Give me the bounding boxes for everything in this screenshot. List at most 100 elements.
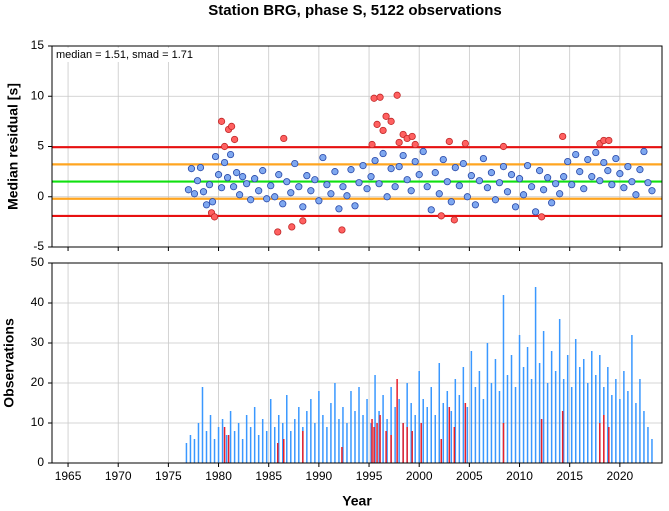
bar <box>470 351 473 463</box>
point <box>327 190 335 198</box>
point <box>283 178 291 186</box>
point <box>616 170 624 178</box>
bar <box>306 411 308 463</box>
bar <box>440 439 443 463</box>
point <box>419 147 427 156</box>
point <box>274 228 282 236</box>
point <box>202 201 211 209</box>
bar <box>442 403 445 463</box>
bar <box>414 415 416 463</box>
bar <box>566 355 569 463</box>
bar <box>599 355 601 463</box>
point <box>295 183 303 191</box>
point <box>556 190 564 198</box>
point <box>411 140 419 149</box>
point <box>279 200 287 208</box>
bar <box>420 423 422 463</box>
bar <box>269 399 272 463</box>
point <box>280 134 288 143</box>
point <box>199 188 208 196</box>
bar <box>221 419 224 463</box>
bar <box>376 423 378 463</box>
point <box>588 173 596 181</box>
point <box>355 179 363 187</box>
bar <box>294 419 296 463</box>
point <box>408 132 416 141</box>
bar <box>502 423 505 463</box>
x-tick-label: 2000 <box>406 469 433 483</box>
bar <box>518 335 521 463</box>
bar <box>494 359 497 463</box>
bar <box>283 439 285 463</box>
point <box>450 216 458 224</box>
point <box>437 212 445 220</box>
point <box>415 171 423 179</box>
bar <box>607 367 609 463</box>
bar <box>422 399 424 463</box>
y-tick-label: 30 <box>31 335 45 349</box>
point <box>307 187 315 195</box>
bar <box>227 435 230 463</box>
x-tick-label: 2020 <box>607 469 634 483</box>
x-axis-label: Year <box>342 493 372 509</box>
point <box>531 208 540 216</box>
bar <box>366 399 368 463</box>
bar <box>406 427 408 463</box>
point <box>391 183 399 191</box>
bar <box>651 439 653 463</box>
point <box>193 177 202 185</box>
point <box>382 112 390 120</box>
bar <box>223 427 226 463</box>
point <box>387 117 395 125</box>
point <box>407 187 415 195</box>
bar <box>546 383 549 463</box>
bar <box>286 395 288 463</box>
bar <box>298 407 300 463</box>
bar <box>591 351 593 463</box>
bar <box>530 379 533 463</box>
bar <box>514 387 517 463</box>
point <box>479 154 488 163</box>
bar <box>197 423 200 463</box>
y-axis-label: Observations <box>1 318 17 408</box>
bar <box>550 351 553 463</box>
bar <box>410 403 412 463</box>
bar <box>261 419 264 463</box>
bar <box>201 387 204 463</box>
point <box>552 180 560 188</box>
y-tick-label: 20 <box>31 375 45 389</box>
bar <box>374 375 376 463</box>
y-tick-label: 40 <box>31 295 45 309</box>
bar <box>379 415 381 463</box>
point <box>427 206 435 214</box>
point <box>540 186 548 194</box>
point <box>423 183 431 191</box>
bar <box>237 423 240 463</box>
point <box>636 166 644 174</box>
point <box>503 188 512 196</box>
plot-frame <box>51 45 663 248</box>
point <box>187 165 196 173</box>
point <box>483 184 492 192</box>
point <box>211 152 220 161</box>
point <box>368 140 376 149</box>
point <box>568 181 576 189</box>
point <box>338 226 346 234</box>
point <box>371 156 379 165</box>
bar <box>241 439 244 463</box>
point <box>339 183 347 191</box>
point <box>507 171 516 179</box>
point <box>628 178 636 186</box>
bar <box>498 391 501 463</box>
point <box>229 183 238 191</box>
bar <box>229 411 232 463</box>
point <box>220 158 229 167</box>
bar <box>273 427 276 463</box>
bar <box>561 411 564 463</box>
bar <box>540 419 543 463</box>
point <box>467 172 475 180</box>
point <box>612 154 620 163</box>
point <box>431 169 439 177</box>
bar <box>608 427 610 463</box>
bar <box>390 435 392 463</box>
